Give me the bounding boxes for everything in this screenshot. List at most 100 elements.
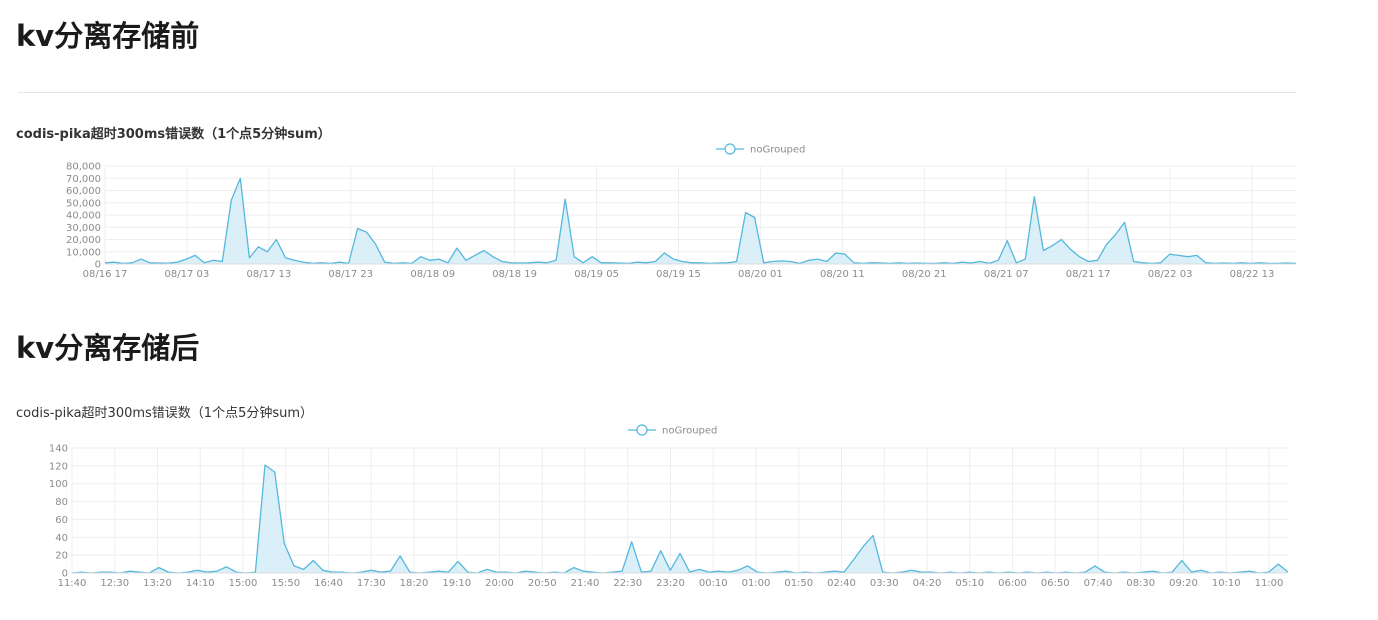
chart1-data-point[interactable] <box>1239 260 1244 265</box>
chart1-data-point[interactable] <box>491 254 496 259</box>
chart2-data-point[interactable] <box>900 570 905 575</box>
chart1-data-point[interactable] <box>130 260 135 265</box>
chart1-data-point[interactable] <box>355 226 360 231</box>
chart1-data-point[interactable] <box>436 257 441 262</box>
chart1-data-point[interactable] <box>1014 260 1019 265</box>
chart1-data-point[interactable] <box>166 261 171 266</box>
chart2-data-point[interactable] <box>919 570 924 575</box>
chart1-data-point[interactable] <box>680 259 685 264</box>
chart1-data-point[interactable] <box>996 258 1001 263</box>
chart1-data-point[interactable] <box>418 254 423 259</box>
chart1-data-point[interactable] <box>653 259 658 264</box>
chart1-data-point[interactable] <box>274 237 279 242</box>
chart1-data-point[interactable] <box>148 260 153 265</box>
chart1-data-point[interactable] <box>1248 261 1253 266</box>
chart1-data-point[interactable] <box>698 260 703 265</box>
chart2-data-point[interactable] <box>1276 562 1281 567</box>
chart2-data-point[interactable] <box>1006 570 1011 575</box>
chart2-data-point[interactable] <box>861 544 866 549</box>
chart2-legend[interactable]: noGrouped <box>628 424 717 437</box>
chart2-data-point[interactable] <box>1218 570 1223 575</box>
chart1-data-point[interactable] <box>761 260 766 265</box>
chart1-data-point[interactable] <box>662 251 667 256</box>
chart1-data-point[interactable] <box>103 260 108 265</box>
chart2-data-point[interactable] <box>330 570 335 575</box>
chart1-data-point[interactable] <box>752 215 757 220</box>
chart1-data-point[interactable] <box>1023 257 1028 262</box>
chart1-data-point[interactable] <box>1131 259 1136 264</box>
chart1-data-point[interactable] <box>1122 220 1127 225</box>
chart2-data-point[interactable] <box>571 565 576 570</box>
chart1-data-point[interactable] <box>518 261 523 266</box>
chart2-data-point[interactable] <box>456 559 461 564</box>
chart1-data-point[interactable] <box>292 258 297 263</box>
chart1-data-point[interactable] <box>842 252 847 257</box>
chart2-data-point[interactable] <box>224 564 229 569</box>
chart1-data-point[interactable] <box>1032 194 1037 199</box>
chart1-data-point[interactable] <box>725 260 730 265</box>
chart1-data-point[interactable] <box>1086 259 1091 264</box>
chart2-data-point[interactable] <box>948 570 953 575</box>
chart2-data-point[interactable] <box>533 570 538 575</box>
chart2-data-point[interactable] <box>378 570 383 575</box>
chart2-data-point[interactable] <box>494 570 499 575</box>
chart2-data-point[interactable] <box>610 570 615 575</box>
chart1-data-point[interactable] <box>265 249 270 254</box>
chart2-data-point[interactable] <box>1199 568 1204 573</box>
chart1-data-point[interactable] <box>833 251 838 256</box>
chart2-data-point[interactable] <box>234 570 239 575</box>
chart2-data-point[interactable] <box>822 570 827 575</box>
chart2-data-point[interactable] <box>137 570 142 575</box>
chart2-data-point[interactable] <box>320 568 325 573</box>
chart1-data-point[interactable] <box>779 258 784 263</box>
chart1-data-point[interactable] <box>1041 248 1046 253</box>
chart2-data-point[interactable] <box>369 568 374 573</box>
chart2-data-point[interactable] <box>446 570 451 575</box>
chart2-data-point[interactable] <box>398 554 403 559</box>
chart1-data-point[interactable] <box>860 261 865 266</box>
chart1-data-point[interactable] <box>1185 254 1190 259</box>
chart2-data-point[interactable] <box>1044 570 1049 575</box>
chart1-data-point[interactable] <box>942 260 947 265</box>
chart1-data-point[interactable] <box>1140 260 1145 265</box>
chart2-data-point[interactable] <box>668 568 673 573</box>
chart1-data-point[interactable] <box>879 261 884 266</box>
chart1-data-point[interactable] <box>445 260 450 265</box>
chart2-data-point[interactable] <box>359 570 364 575</box>
chart2-data-point[interactable] <box>108 570 113 575</box>
chart1-data-point[interactable] <box>184 257 189 262</box>
chart1-data-point[interactable] <box>1104 242 1109 247</box>
chart1-data-point[interactable] <box>409 261 414 266</box>
chart1-data-point[interactable] <box>1050 243 1055 248</box>
chart2-data-point[interactable] <box>485 567 490 572</box>
chart2-data-point[interactable] <box>842 570 847 575</box>
chart1-data-point[interactable] <box>590 254 595 259</box>
chart2-data-point[interactable] <box>707 570 712 575</box>
chart1-data-point[interactable] <box>1257 260 1262 265</box>
chart1-data-point[interactable] <box>888 261 893 266</box>
chart1-data-point[interactable] <box>671 257 676 262</box>
chart1-data-point[interactable] <box>906 261 911 266</box>
chart2-data-point[interactable] <box>311 558 316 563</box>
chart1-data-point[interactable] <box>599 260 604 265</box>
chart1-data-point[interactable] <box>220 259 225 264</box>
chart2-data-point[interactable] <box>755 570 760 575</box>
chart1-data-point[interactable] <box>572 254 577 259</box>
chart1-data-point[interactable] <box>797 261 802 266</box>
chart1-data-point[interactable] <box>734 259 739 264</box>
chart2-data-point[interactable] <box>292 563 297 568</box>
chart1-data-point[interactable] <box>373 242 378 247</box>
chart1-data-point[interactable] <box>707 261 712 266</box>
chart1-data-point[interactable] <box>211 258 216 263</box>
chart1-data-point[interactable] <box>815 257 820 262</box>
chart2-data-point[interactable] <box>735 568 740 573</box>
chart1-data-point[interactable] <box>509 260 514 265</box>
chart2-data-point[interactable] <box>340 570 345 575</box>
chart1-data-point[interactable] <box>1221 261 1226 266</box>
chart1-data-point[interactable] <box>202 260 207 265</box>
chart2-data-point[interactable] <box>591 570 596 575</box>
chart1-data-point[interactable] <box>463 258 468 263</box>
chart1-data-point[interactable] <box>1068 247 1073 252</box>
chart1-data-point[interactable] <box>969 261 974 266</box>
chart1-data-point[interactable] <box>427 258 432 263</box>
